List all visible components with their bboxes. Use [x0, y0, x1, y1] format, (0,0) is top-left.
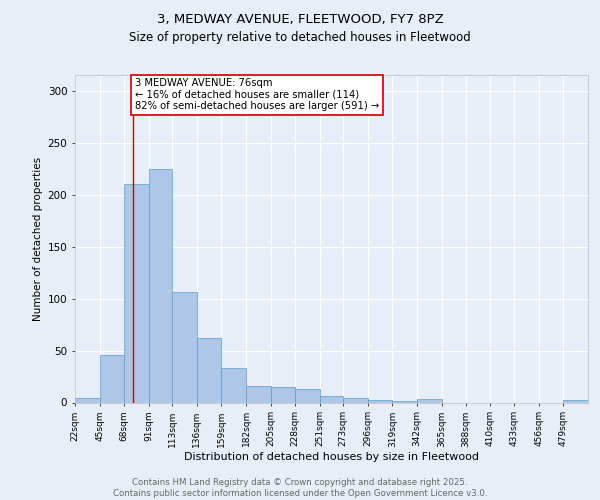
Bar — [197, 338, 221, 402]
Bar — [100, 354, 124, 403]
Bar — [368, 400, 392, 402]
Bar — [172, 292, 197, 403]
Bar — [149, 168, 172, 402]
Bar — [563, 400, 588, 402]
Text: Contains HM Land Registry data © Crown copyright and database right 2025.
Contai: Contains HM Land Registry data © Crown c… — [113, 478, 487, 498]
Text: Size of property relative to detached houses in Fleetwood: Size of property relative to detached ho… — [129, 31, 471, 44]
Bar — [343, 398, 368, 402]
Text: 3, MEDWAY AVENUE, FLEETWOOD, FY7 8PZ: 3, MEDWAY AVENUE, FLEETWOOD, FY7 8PZ — [157, 12, 443, 26]
Bar — [271, 387, 295, 402]
Bar — [75, 398, 100, 402]
Bar — [295, 389, 320, 402]
X-axis label: Distribution of detached houses by size in Fleetwood: Distribution of detached houses by size … — [184, 452, 479, 462]
Bar — [417, 400, 442, 402]
Text: 3 MEDWAY AVENUE: 76sqm
← 16% of detached houses are smaller (114)
82% of semi-de: 3 MEDWAY AVENUE: 76sqm ← 16% of detached… — [135, 78, 379, 112]
Bar — [221, 368, 246, 402]
Y-axis label: Number of detached properties: Number of detached properties — [34, 156, 43, 321]
Bar — [246, 386, 271, 402]
Bar — [124, 184, 149, 402]
Bar — [320, 396, 343, 402]
